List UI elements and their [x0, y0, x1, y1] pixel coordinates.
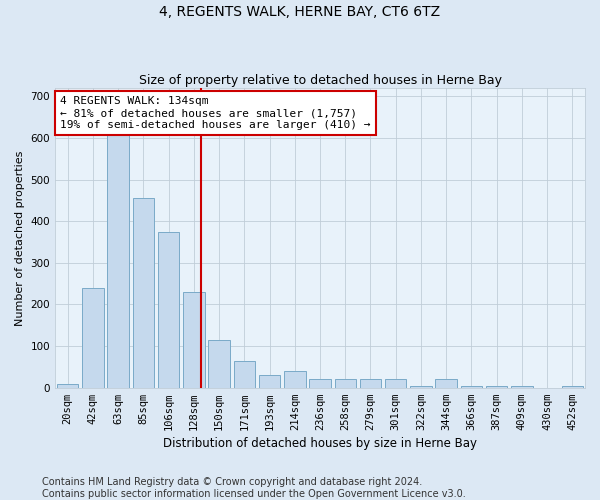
Bar	[284, 371, 305, 388]
Text: 4 REGENTS WALK: 134sqm
← 81% of detached houses are smaller (1,757)
19% of semi-: 4 REGENTS WALK: 134sqm ← 81% of detached…	[60, 96, 371, 130]
Bar	[208, 340, 230, 388]
Bar	[335, 380, 356, 388]
Text: 4, REGENTS WALK, HERNE BAY, CT6 6TZ: 4, REGENTS WALK, HERNE BAY, CT6 6TZ	[160, 5, 440, 19]
Bar	[133, 198, 154, 388]
X-axis label: Distribution of detached houses by size in Herne Bay: Distribution of detached houses by size …	[163, 437, 477, 450]
Bar	[562, 386, 583, 388]
Bar	[436, 380, 457, 388]
Title: Size of property relative to detached houses in Herne Bay: Size of property relative to detached ho…	[139, 74, 502, 87]
Bar	[183, 292, 205, 388]
Bar	[511, 386, 533, 388]
Bar	[158, 232, 179, 388]
Bar	[107, 130, 129, 388]
Bar	[360, 380, 381, 388]
Bar	[309, 380, 331, 388]
Bar	[486, 386, 508, 388]
Bar	[385, 380, 406, 388]
Bar	[57, 384, 79, 388]
Bar	[259, 375, 280, 388]
Bar	[410, 386, 431, 388]
Bar	[461, 386, 482, 388]
Bar	[233, 360, 255, 388]
Bar	[82, 288, 104, 388]
Text: Contains HM Land Registry data © Crown copyright and database right 2024.
Contai: Contains HM Land Registry data © Crown c…	[42, 478, 466, 499]
Y-axis label: Number of detached properties: Number of detached properties	[15, 150, 25, 326]
